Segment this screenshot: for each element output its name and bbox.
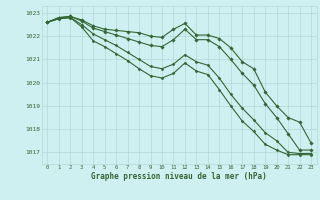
X-axis label: Graphe pression niveau de la mer (hPa): Graphe pression niveau de la mer (hPa) (91, 172, 267, 181)
